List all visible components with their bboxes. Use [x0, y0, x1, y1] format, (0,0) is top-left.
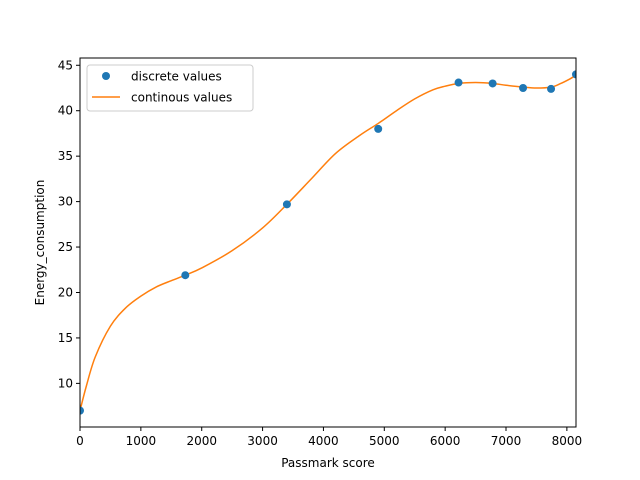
x-tick-label: 1000	[126, 434, 157, 448]
legend: discrete values continous values	[86, 64, 254, 112]
marker-layer	[80, 70, 576, 415]
x-tick-label: 4000	[308, 434, 339, 448]
y-tick-label: 15	[58, 331, 73, 345]
legend-label-continous: continous values	[131, 91, 232, 105]
y-tick-label: 45	[58, 58, 73, 72]
x-tick-label: 5000	[369, 434, 400, 448]
legend-marker-discrete	[102, 72, 110, 80]
data-point	[181, 271, 190, 280]
data-point	[572, 70, 576, 79]
axes-frame	[79, 57, 577, 428]
plot-area	[80, 70, 576, 415]
y-tick-label: 10	[58, 376, 73, 390]
data-point	[282, 200, 291, 209]
y-tick-label: 20	[58, 285, 73, 299]
y-axis-label: Energy_consumption	[33, 180, 47, 306]
y-tick-label: 30	[58, 195, 73, 209]
x-axis: 0 1000 2000 3000 4000 5000 6000 7000 8000	[76, 427, 582, 448]
legend-box	[86, 64, 254, 112]
data-point	[80, 406, 84, 415]
y-tick-label: 25	[58, 240, 73, 254]
data-point	[488, 79, 497, 88]
x-tick-label: 8000	[552, 434, 583, 448]
data-point	[454, 78, 463, 87]
x-tick-label: 2000	[186, 434, 217, 448]
x-tick-label: 0	[76, 434, 84, 448]
y-axis: 10 15 20 25 30 35 40 45	[58, 58, 80, 390]
data-point	[519, 83, 528, 92]
legend-label-discrete: discrete values	[131, 70, 222, 84]
data-point	[374, 124, 383, 133]
y-tick-label: 40	[58, 104, 73, 118]
y-tick-label: 35	[58, 149, 73, 163]
x-tick-label: 6000	[430, 434, 461, 448]
x-tick-label: 3000	[247, 434, 278, 448]
x-tick-label: 7000	[491, 434, 522, 448]
x-axis-label: Passmark score	[281, 456, 375, 470]
data-point	[547, 84, 556, 93]
